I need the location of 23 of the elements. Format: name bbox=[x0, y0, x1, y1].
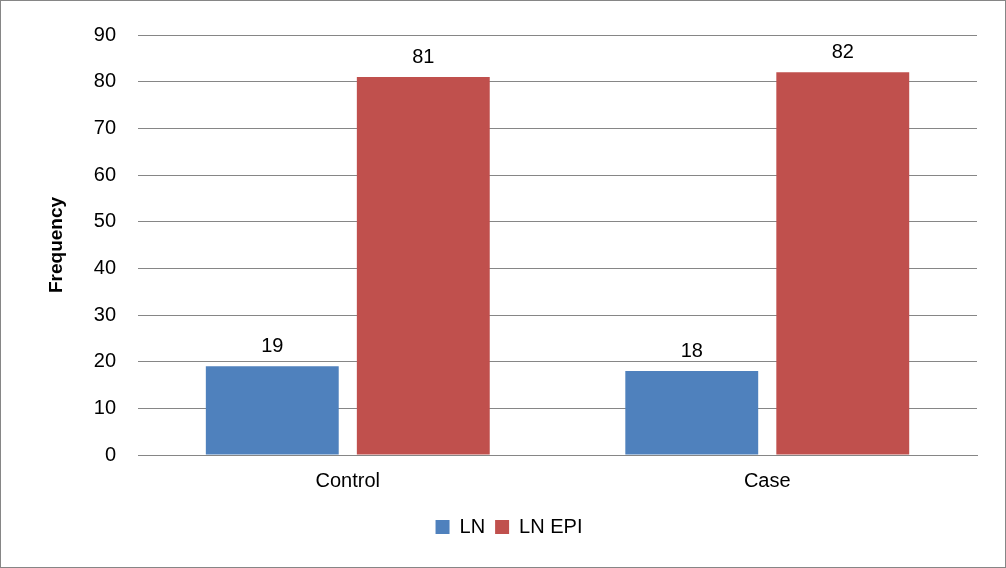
y-tick-label: 50 bbox=[93, 209, 117, 232]
y-tick-label: 70 bbox=[93, 115, 117, 138]
data-label: 19 bbox=[261, 333, 284, 356]
legend-label: LN bbox=[459, 514, 486, 537]
legend-label: LN EPI bbox=[519, 514, 583, 537]
x-tick-label: Control bbox=[315, 468, 381, 491]
y-tick-label: 20 bbox=[93, 349, 117, 372]
data-label: 81 bbox=[412, 44, 435, 67]
y-axis-title: Frequency bbox=[44, 196, 66, 294]
y-tick-label: 30 bbox=[93, 302, 117, 325]
y-tick-label: 60 bbox=[93, 162, 117, 185]
y-tick-label: 0 bbox=[104, 442, 117, 465]
data-label: 82 bbox=[831, 39, 854, 62]
y-tick-label: 80 bbox=[93, 69, 117, 92]
data-label: 18 bbox=[680, 338, 703, 361]
bar bbox=[205, 366, 339, 455]
x-tick-label: Case bbox=[743, 468, 791, 491]
bar bbox=[776, 72, 910, 455]
bar bbox=[356, 77, 490, 455]
y-tick-label: 90 bbox=[93, 22, 117, 45]
bar bbox=[625, 371, 759, 455]
y-tick-label: 10 bbox=[93, 395, 117, 418]
y-tick-label: 40 bbox=[93, 255, 117, 278]
